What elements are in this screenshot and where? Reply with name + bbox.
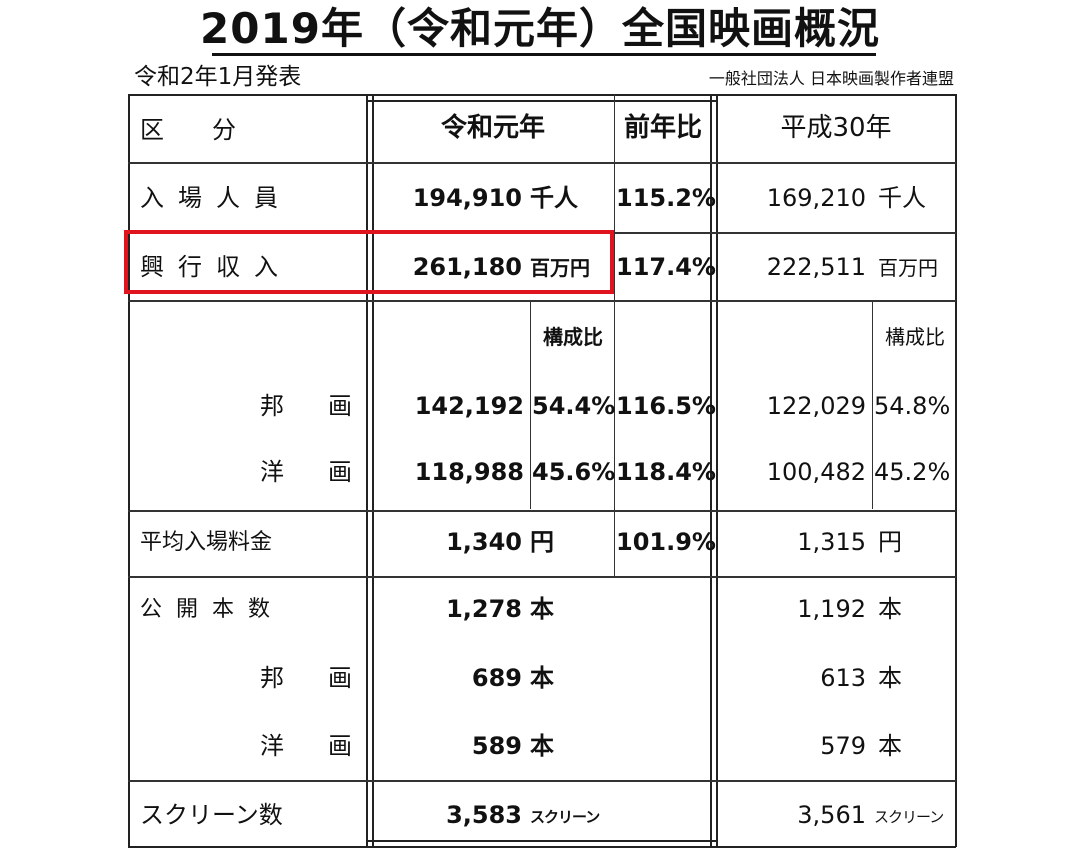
avg-ticket-price-yoy: 101.9% <box>616 528 716 556</box>
current-frame-inner-top <box>366 100 718 102</box>
avg-ticket-price-previous-unit: 円 <box>878 528 902 556</box>
prev-share-column-divider <box>872 302 873 509</box>
box-office-previous-unit: 百万円 <box>878 256 938 280</box>
releases-japanese-current-unit: 本 <box>530 664 554 692</box>
avg-ticket-price-previous-value: 1,315 <box>797 528 866 556</box>
row-label-foreign-films: 洋 画 <box>260 458 362 486</box>
current-frame-outer-right <box>716 94 718 847</box>
releases-japanese-current-value: 689 <box>471 664 522 692</box>
releases-current-unit: 本 <box>530 595 554 623</box>
table-bottom-border <box>128 846 956 848</box>
table-right-border <box>955 94 957 847</box>
row-separator <box>128 300 956 302</box>
current-frame-inner-left <box>372 94 374 847</box>
header-yoy: 前年比 <box>623 113 702 143</box>
row-separator <box>128 576 956 578</box>
box-office-current-value: 261,180 <box>412 253 522 281</box>
header-current-year: 令和元年 <box>440 113 545 143</box>
releases-foreign-current-unit: 本 <box>530 732 554 760</box>
box-office-yoy: 117.4% <box>616 253 716 281</box>
current-frame-outer-left <box>366 94 368 847</box>
attendance-previous-unit: 千人 <box>878 184 926 212</box>
row-label-releases-foreign: 洋 画 <box>260 732 362 760</box>
row-label-japanese-films: 邦 画 <box>260 392 362 420</box>
row-label-avg-ticket-price: 平均入場料金 <box>140 530 273 555</box>
screens-current-unit: スクリーン <box>530 808 600 826</box>
row-label-box-office: 興行収入 <box>140 253 292 281</box>
row-label-attendance: 入場人員 <box>140 184 292 212</box>
table-top-border <box>128 94 956 96</box>
row-label-releases-japanese: 邦 画 <box>260 664 362 692</box>
attendance-current-unit: 千人 <box>530 184 578 212</box>
foreign-films-current-value: 118,988 <box>414 458 524 486</box>
box-office-highlight-box <box>124 230 614 294</box>
attendance-previous-value: 169,210 <box>766 184 866 212</box>
releases-foreign-current-value: 589 <box>471 732 522 760</box>
foreign-films-current-share: 45.6% <box>532 458 616 486</box>
japanese-films-current-value: 142,192 <box>414 392 524 420</box>
header-previous-year: 平成30年 <box>780 113 892 143</box>
releases-previous-unit: 本 <box>878 595 902 623</box>
japanese-films-yoy: 116.5% <box>616 392 716 420</box>
screens-previous-value: 3,561 <box>797 801 866 829</box>
header-composition-previous: 構成比 <box>885 325 945 349</box>
japanese-films-previous-value: 122,029 <box>766 392 866 420</box>
avg-ticket-price-current-value: 1,340 <box>446 528 522 556</box>
publication-date: 令和2年1月発表 <box>134 64 302 90</box>
header-category: 区 分 <box>140 116 236 144</box>
row-separator <box>128 162 956 164</box>
foreign-films-previous-share: 45.2% <box>874 458 951 486</box>
japanese-films-current-share: 54.4% <box>532 392 616 420</box>
releases-japanese-previous-unit: 本 <box>878 664 902 692</box>
current-frame-inner-right <box>710 94 712 847</box>
row-separator <box>128 510 956 512</box>
publisher: 一般社団法人 日本映画製作者連盟 <box>708 69 954 88</box>
share-column-divider <box>530 302 531 509</box>
japanese-films-previous-share: 54.8% <box>874 392 951 420</box>
releases-current-value: 1,278 <box>446 595 522 623</box>
avg-ticket-price-current-unit: 円 <box>530 528 554 556</box>
page-title: 2019年（令和元年）全国映画概況 <box>200 4 880 53</box>
screens-current-value: 3,583 <box>446 801 522 829</box>
current-frame-inner-bottom <box>366 840 718 842</box>
box-office-current-unit: 百万円 <box>530 256 590 280</box>
foreign-films-yoy: 118.4% <box>616 458 716 486</box>
attendance-yoy: 115.2% <box>616 184 716 212</box>
box-office-previous-value: 222,511 <box>766 253 866 281</box>
yoy-column-divider <box>614 94 615 576</box>
header-composition-current: 構成比 <box>543 325 603 349</box>
screens-previous-unit: スクリーン <box>874 808 944 826</box>
title-underline <box>212 53 876 56</box>
attendance-current-value: 194,910 <box>412 184 522 212</box>
releases-japanese-previous-value: 613 <box>820 664 866 692</box>
row-label-releases: 公開本数 <box>140 597 285 622</box>
row-separator <box>128 780 956 782</box>
row-label-screens: スクリーン数 <box>140 801 283 829</box>
table-left-border <box>128 94 130 847</box>
releases-foreign-previous-unit: 本 <box>878 732 902 760</box>
foreign-films-previous-value: 100,482 <box>766 458 866 486</box>
releases-previous-value: 1,192 <box>797 595 866 623</box>
releases-foreign-previous-value: 579 <box>820 732 866 760</box>
